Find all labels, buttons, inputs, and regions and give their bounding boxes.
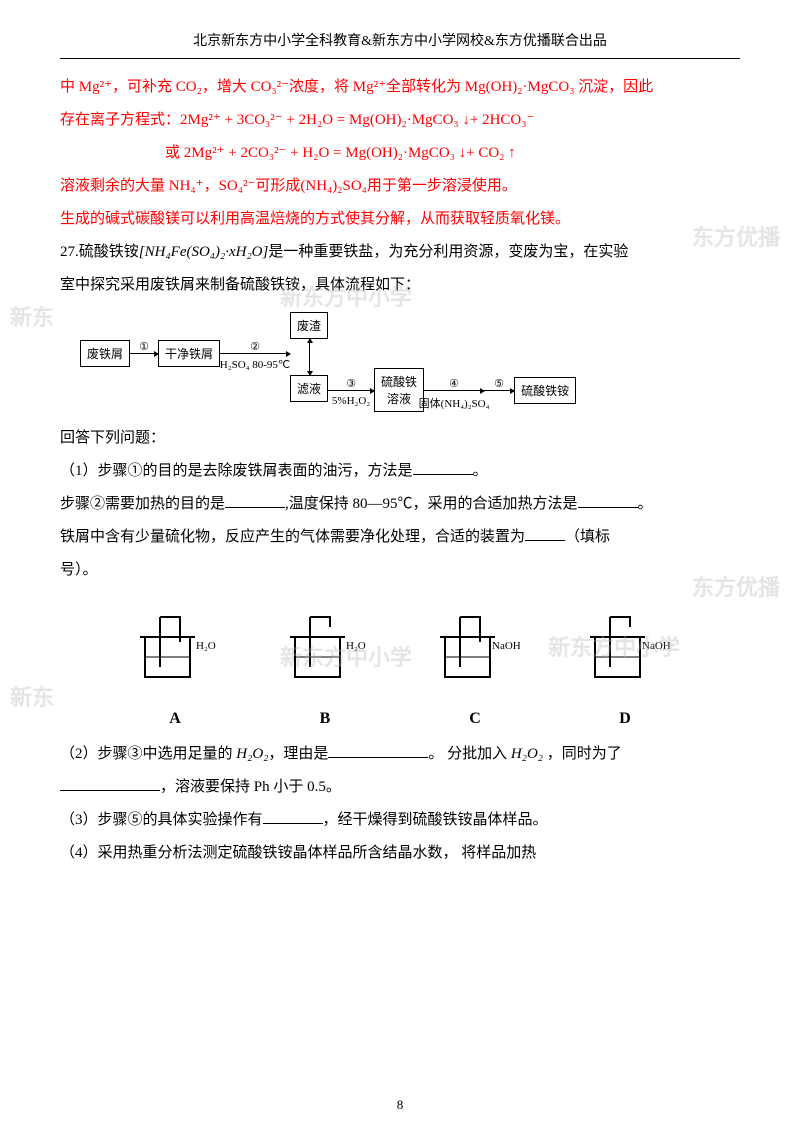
blank-field[interactable] <box>413 460 473 475</box>
beaker-option-d: NaOH D <box>580 607 670 728</box>
flowchart-condition: 固体(NH₄)₂SO₄ <box>419 395 490 411</box>
question-part: （4）采用热重分析法测定硫酸铁铵晶体样品所含结晶水数， 将样品加热 <box>60 837 740 870</box>
flowchart-condition: H₂SO₄ 80-95℃ <box>220 358 290 371</box>
question-27-intro: 27.硫酸铁铵[NH₄Fe(SO₄)₂·xH₂O]是一种重要铁盐，为充分利用资源… <box>60 236 740 269</box>
flowchart-box: 滤液 <box>290 375 328 402</box>
answer-prompt: 回答下列问题： <box>60 422 740 455</box>
beaker-liquid-label: H₂O <box>346 640 366 652</box>
answer-equation-alt: 或 2Mg²⁺ + 2CO₃²⁻ + H₂O = Mg(OH)₂·MgCO₃ ↓… <box>60 137 740 170</box>
q2a-tail: ，同时为了 <box>543 746 622 762</box>
period: 。 <box>638 496 653 512</box>
period: 。 <box>473 463 488 479</box>
beaker-option-c: NaOH C <box>430 607 520 728</box>
flowchart-condition: 5%H₂O₂ <box>332 395 370 407</box>
beaker-option-a: H₂O A <box>130 607 220 728</box>
beaker-icon: H₂O <box>130 607 220 687</box>
beaker-icon: H₂O <box>280 607 370 687</box>
process-flowchart: 废铁屑 ① 干净铁屑 ② H₂SO₄ 80-95℃ 废渣 滤液 ③ 5%H₂O₂ <box>80 312 740 412</box>
q27-formula: [NH₄Fe(SO₄)₂·xH₂O] <box>139 244 269 260</box>
q1a-text: （1）步骤①的目的是去除废铁屑表面的油污，方法是 <box>60 463 413 479</box>
q3-end: ，经干燥得到硫酸铁铵晶体样品。 <box>323 812 548 828</box>
option-label: D <box>580 710 670 728</box>
flowchart-box: 废渣 <box>290 312 328 339</box>
question-part-cont: ，溶液要保持 Ph 小于 0.5。 <box>60 771 740 804</box>
q27-label: 27.硫酸铁铵 <box>60 244 139 260</box>
q2b-text: ，溶液要保持 Ph 小于 0.5。 <box>160 779 341 795</box>
blank-field[interactable] <box>263 809 323 824</box>
option-label: A <box>130 710 220 728</box>
question-part: （1）步骤①的目的是去除废铁屑表面的油污，方法是 。 <box>60 455 740 488</box>
flowchart-step-label: ⑤ <box>494 377 504 390</box>
answer-text: 中 Mg²⁺，可补充 CO₂，增大 CO₃²⁻浓度，将 Mg²⁺全部转化为 Mg… <box>60 71 740 104</box>
page-header: 北京新东方中小学全科教育&新东方中小学网校&东方优播联合出品 <box>60 30 740 59</box>
question-part: 步骤②需要加热的目的是 ,温度保持 80—95℃，采用的合适加热方法是 。 <box>60 488 740 521</box>
flowchart-step-label: ① <box>139 340 149 353</box>
q1c-text: 铁屑中含有少量硫化物，反应产生的气体需要净化处理，合适的装置为 <box>60 529 525 545</box>
q3-text: （3）步骤⑤的具体实验操作有 <box>60 812 263 828</box>
answer-text: 溶液剩余的大量 NH₄⁺，SO₄²⁻可形成(NH₄)₂SO₄用于第一步溶浸使用。 <box>60 170 740 203</box>
q1b-text: 步骤②需要加热的目的是 <box>60 496 225 512</box>
blank-field[interactable] <box>225 493 285 508</box>
watermark: 新东 <box>10 300 54 332</box>
flowchart-box: 硫酸铁铵 <box>514 377 576 404</box>
page-number: 8 <box>397 1097 404 1113</box>
answer-equation: 存在离子方程式：2Mg²⁺ + 3CO₃²⁻ + 2H₂O = Mg(OH)₂·… <box>60 104 740 137</box>
formula: H₂O₂ <box>511 746 543 762</box>
beaker-icon: NaOH <box>580 607 670 687</box>
beaker-liquid-label: NaOH <box>642 640 670 652</box>
blank-field[interactable] <box>60 776 160 791</box>
question-part-cont: 号）。 <box>60 554 740 587</box>
beaker-options: H₂O A H₂O B NaOH C <box>100 607 700 728</box>
beaker-option-b: H₂O B <box>280 607 370 728</box>
beaker-liquid-label: H₂O <box>196 640 216 652</box>
answer-text: 生成的碱式碳酸镁可以利用高温焙烧的方式使其分解，从而获取轻质氧化镁。 <box>60 203 740 236</box>
q2a-text: （2）步骤③中选用足量的 <box>60 746 233 762</box>
question-part: （2）步骤③中选用足量的 H₂O₂，理由是。 分批加入 H₂O₂ ，同时为了 <box>60 738 740 771</box>
q2a-mid: ，理由是 <box>268 746 328 762</box>
beaker-icon: NaOH <box>430 607 520 687</box>
watermark: 新东 <box>10 680 54 712</box>
q2a-end: 。 分批加入 <box>428 746 511 762</box>
beaker-liquid-label: NaOH <box>492 640 520 652</box>
question-part: 铁屑中含有少量硫化物，反应产生的气体需要净化处理，合适的装置为 （填标 <box>60 521 740 554</box>
option-label: C <box>430 710 520 728</box>
flowchart-step-label: ③ <box>346 377 356 390</box>
flowchart-box: 硫酸铁溶液 <box>374 368 424 412</box>
q1b-mid: ,温度保持 80—95℃，采用的合适加热方法是 <box>285 496 578 512</box>
flowchart-box: 废铁屑 <box>80 340 130 367</box>
formula: H₂O₂ <box>236 746 268 762</box>
flowchart-step-label: ② <box>250 340 260 353</box>
flowchart-box: 干净铁屑 <box>158 340 220 367</box>
blank-field[interactable] <box>328 743 428 758</box>
q27-intro-text: 是一种重要铁盐，为充分利用资源，变废为宝，在实验 <box>268 244 628 260</box>
blank-field[interactable] <box>578 493 638 508</box>
q1c-end: （填标 <box>565 529 610 545</box>
blank-field[interactable] <box>525 526 565 541</box>
option-label: B <box>280 710 370 728</box>
flowchart-step-label: ④ <box>449 377 459 390</box>
question-part: （3）步骤⑤的具体实验操作有 ，经干燥得到硫酸铁铵晶体样品。 <box>60 804 740 837</box>
question-27-intro-cont: 室中探究采用废铁屑来制备硫酸铁铵，具体流程如下： <box>60 269 740 302</box>
